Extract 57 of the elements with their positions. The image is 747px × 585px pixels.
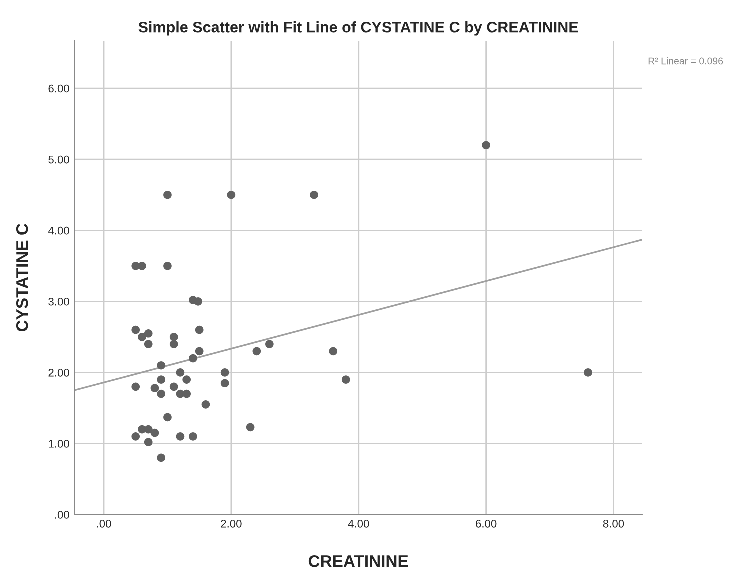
y-axis-title: CYSTATINE C [16, 224, 28, 332]
y-tick-label: .00 [55, 511, 70, 519]
point [584, 368, 592, 377]
point [170, 382, 178, 392]
x-tick-label: 4.00 [348, 520, 370, 528]
point [157, 454, 166, 462]
point [220, 379, 230, 388]
point [182, 390, 192, 398]
point [195, 326, 204, 334]
point [164, 413, 172, 422]
chart-title: Simple Scatter with Fit Line of CYSTATINE C by CREATININE [138, 22, 578, 36]
point [164, 262, 172, 270]
point [150, 428, 160, 438]
point [144, 340, 153, 348]
text: R² Linear = 0.096 [648, 58, 724, 65]
point [189, 432, 198, 441]
y-tick-label: 6.00 [48, 84, 70, 93]
x-axis-title: CREATININE [308, 555, 408, 568]
point [157, 376, 166, 384]
point [170, 333, 178, 342]
x-tick-label: 8.00 [603, 520, 624, 528]
point [144, 329, 153, 338]
point [157, 390, 166, 398]
point [220, 368, 230, 377]
x-tick-label: 6.00 [476, 520, 497, 528]
point [176, 432, 185, 441]
point [176, 368, 185, 377]
point [310, 190, 318, 200]
point [138, 333, 146, 342]
y-tick-label: 2.00 [48, 368, 70, 377]
x-tick-label: 2.00 [221, 520, 242, 528]
y-tick-label: 1.00 [49, 440, 70, 448]
point [266, 340, 274, 348]
point [329, 347, 338, 356]
point [202, 400, 210, 409]
y-tick-label: 3.00 [48, 298, 70, 306]
point [132, 326, 140, 334]
point [138, 262, 146, 270]
point [246, 423, 255, 432]
point [144, 438, 153, 447]
point [227, 190, 236, 200]
point [252, 347, 262, 356]
point [170, 340, 178, 348]
point [132, 382, 140, 392]
point [164, 190, 172, 200]
x-tick-label: .00 [97, 520, 112, 528]
point [157, 361, 166, 370]
y-tick-label: 4.00 [48, 226, 70, 235]
point [182, 376, 192, 384]
point [132, 432, 140, 441]
point [194, 298, 202, 306]
point [195, 347, 204, 356]
point [189, 354, 198, 363]
point [342, 376, 350, 384]
point [482, 141, 490, 150]
y-tick-label: 5.00 [48, 156, 70, 164]
point [150, 384, 160, 393]
